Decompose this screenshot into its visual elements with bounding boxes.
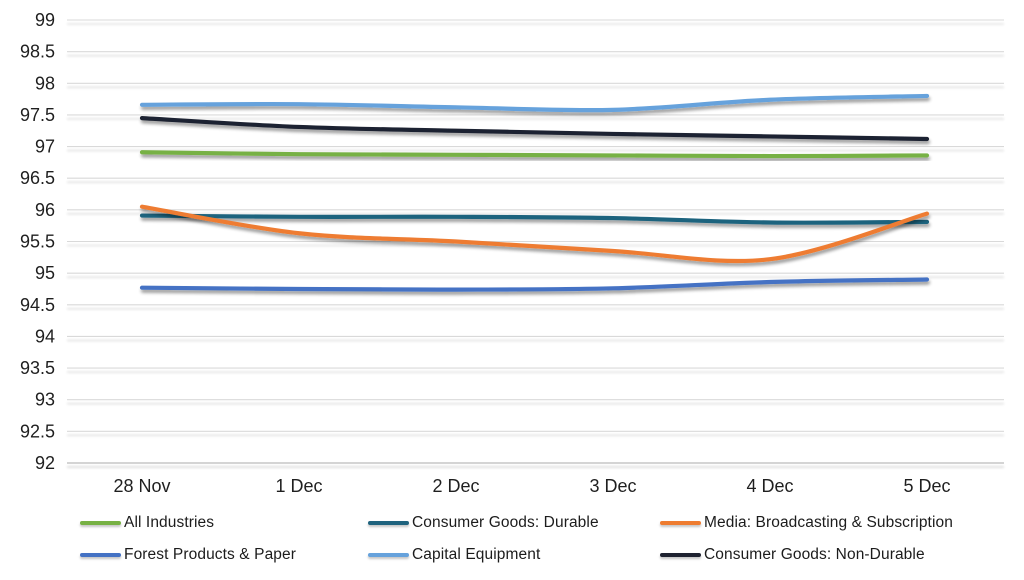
legend-swatch: [660, 521, 701, 525]
y-axis-tick-label: 93: [35, 390, 55, 410]
legend-label: All Industries: [124, 514, 215, 531]
y-axis-tick-label: 97: [35, 137, 55, 157]
legend-item-media-broadcasting-subscription[interactable]: Media: Broadcasting & Subscription: [660, 513, 953, 533]
series-line-consumer-goods-non-durable: [139, 115, 930, 142]
y-axis-tick-label: 96.5: [20, 168, 55, 188]
x-axis-tick-label: 28 Nov: [113, 476, 170, 496]
series-lines: [139, 93, 930, 292]
y-axis-tick-label: 95: [35, 263, 55, 283]
series-line-all-industries: [139, 150, 930, 159]
legend-label: Consumer Goods: Non-Durable: [704, 546, 925, 563]
legend-label: Forest Products & Paper: [124, 546, 297, 563]
series-line-capital-equipment: [139, 93, 930, 113]
legend-label: Consumer Goods: Durable: [412, 514, 599, 531]
x-axis-tick-label: 2 Dec: [432, 476, 479, 496]
y-axis-tick-label: 98: [35, 73, 55, 93]
x-axis-tick-labels: 28 Nov 1 Dec 2 Dec 3 Dec 4 Dec 5 Dec: [113, 476, 950, 496]
y-axis-tick-label: 95.5: [20, 232, 55, 252]
y-axis-tick-label: 94.5: [20, 295, 55, 315]
x-axis-tick-label: 1 Dec: [275, 476, 322, 496]
legend-swatch: [80, 521, 121, 525]
series-line-consumer-goods-durable: [139, 213, 930, 225]
legend-item-consumer-goods-durable[interactable]: Consumer Goods: Durable: [368, 513, 599, 533]
legend-swatch: [368, 553, 409, 557]
legend-label: Capital Equipment: [412, 546, 541, 563]
legend-item-forest-products-paper[interactable]: Forest Products & Paper: [80, 545, 296, 565]
legend-label: Media: Broadcasting & Subscription: [704, 514, 953, 531]
legend-swatch: [80, 553, 121, 557]
x-axis-tick-label: 3 Dec: [589, 476, 636, 496]
series-line-forest-products-paper: [139, 277, 930, 292]
y-axis-tick-label: 98.5: [20, 42, 55, 62]
x-axis-tick-label: 5 Dec: [903, 476, 950, 496]
legend-item-all-industries[interactable]: All Industries: [80, 513, 214, 533]
y-axis-tick-label: 96: [35, 200, 55, 220]
x-axis-tick-label: 4 Dec: [746, 476, 793, 496]
y-axis-tick-labels: 99 98.5 98 97.5 97 96.5 96 95.5 95 94.5 94 93.5 93 92…: [20, 10, 55, 473]
y-axis-tick-label: 94: [35, 326, 55, 346]
y-axis-tick-label: 99: [35, 10, 55, 30]
y-axis-tick-label: 97.5: [20, 105, 55, 125]
legend-swatch: [660, 553, 701, 557]
legend-swatch: [368, 521, 409, 525]
y-axis-tick-label: 93.5: [20, 358, 55, 378]
legend-item-capital-equipment[interactable]: Capital Equipment: [368, 545, 540, 565]
legend-item-consumer-goods-non-durable[interactable]: Consumer Goods: Non-Durable: [660, 545, 925, 565]
y-axis-tick-label: 92: [35, 453, 55, 473]
y-axis-tick-label: 92.5: [20, 421, 55, 441]
gridlines: [67, 19, 1004, 464]
series-line-media-broadcasting-subscription: [139, 204, 930, 264]
